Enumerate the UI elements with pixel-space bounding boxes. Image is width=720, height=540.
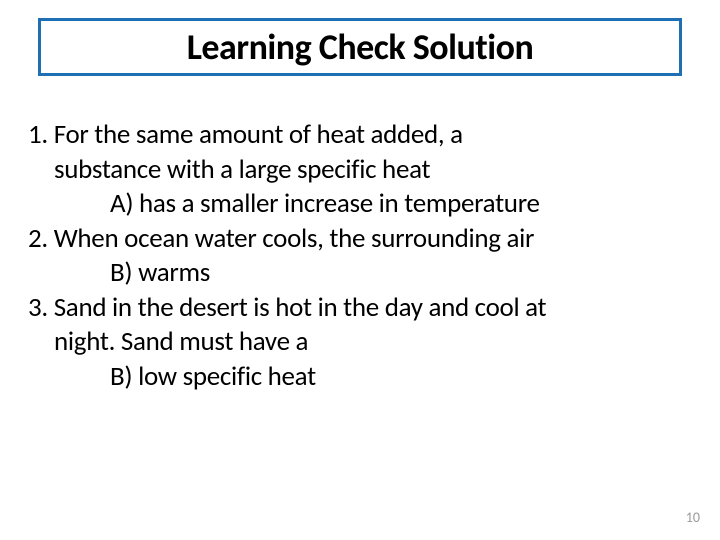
question-1-line-2: substance with a large specific heat (28, 153, 692, 188)
question-2: 2. When ocean water cools, the surroundi… (28, 222, 692, 257)
answer-3: B) low specific heat (28, 360, 692, 395)
page-title: Learning Check Solution (187, 25, 534, 69)
page-number: 10 (686, 509, 700, 526)
answer-1: A) has a smaller increase in temperature (28, 187, 692, 222)
question-1-line-1: 1. For the same amount of heat added, a (28, 118, 692, 153)
answer-2: B) warms (28, 256, 692, 291)
content-body: 1. For the same amount of heat added, a … (28, 118, 692, 394)
question-3-line-1: 3. Sand in the desert is hot in the day … (28, 291, 692, 326)
title-box: Learning Check Solution (38, 18, 682, 76)
question-3-line-2: night. Sand must have a (28, 325, 692, 360)
